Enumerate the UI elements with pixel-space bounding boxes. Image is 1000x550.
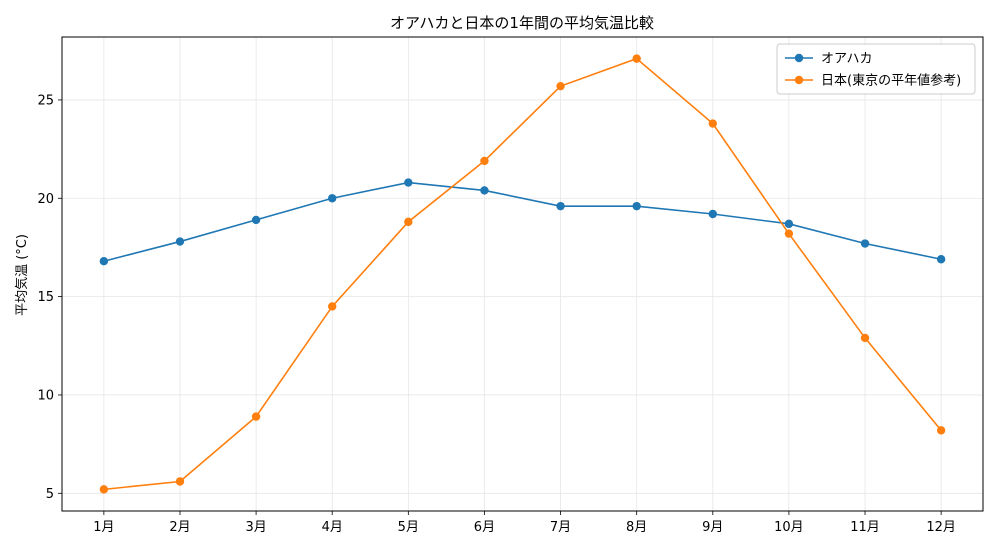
data-point	[784, 229, 794, 238]
legend-marker	[794, 53, 804, 63]
x-tick-label: 10月	[774, 520, 804, 535]
chart-title: オアハカと日本の1年間の平均気温比較	[390, 14, 654, 32]
y-tick-label: 15	[37, 290, 54, 305]
x-tick-label: 5月	[398, 520, 419, 535]
series-line-0	[103, 181, 942, 262]
x-tick-label: 12月	[926, 520, 956, 535]
data-point	[99, 257, 109, 266]
x-tick-label: 9月	[702, 520, 723, 535]
axes: 1月 2月 3月 4月 5月 6月 7月 8月 9月 10月 11月 12月 5 10 15 20 25	[37, 36, 984, 535]
data-point	[632, 54, 641, 63]
x-tick-label: 1月	[93, 520, 114, 535]
y-tick-label: 20	[37, 192, 54, 207]
data-point	[175, 477, 185, 486]
series-layer	[99, 54, 946, 494]
data-point	[556, 81, 565, 91]
data-point	[251, 412, 261, 421]
data-point	[328, 302, 337, 311]
data-point	[936, 255, 946, 264]
data-point	[708, 119, 717, 128]
x-tick-label: 6月	[474, 520, 495, 535]
data-point	[480, 156, 489, 166]
x-tick-label: 3月	[245, 520, 266, 535]
plot-frame	[61, 36, 984, 512]
legend-label: オアハカ	[821, 52, 872, 67]
data-point	[860, 333, 870, 343]
data-point	[251, 215, 261, 225]
y-tick-label: 10	[37, 388, 54, 403]
data-point	[99, 485, 109, 494]
legend-label: 日本(東京の平年値参考)	[821, 73, 961, 89]
data-point	[175, 237, 185, 246]
series-line-1	[103, 57, 942, 491]
data-point	[784, 219, 794, 229]
data-point	[404, 217, 413, 227]
x-tick-label: 7月	[550, 520, 571, 535]
x-tick-label: 11月	[850, 520, 880, 535]
grid-lines	[62, 37, 983, 511]
data-point	[404, 178, 413, 187]
data-point	[480, 186, 489, 195]
y-tick-label: 25	[37, 93, 54, 108]
data-point	[860, 239, 870, 248]
data-point	[632, 201, 641, 211]
x-tick-label: 2月	[169, 520, 190, 535]
data-point	[556, 201, 565, 211]
data-point	[708, 209, 717, 219]
data-point	[936, 426, 946, 435]
x-tick-label: 4月	[322, 520, 343, 535]
y-axis-label: 平均気温 (°C)	[14, 234, 30, 316]
data-point	[328, 194, 337, 203]
legend-box	[776, 43, 976, 95]
y-tick-label: 5	[46, 487, 54, 502]
legend-marker	[794, 75, 804, 85]
x-tick-label: 8月	[626, 520, 647, 535]
